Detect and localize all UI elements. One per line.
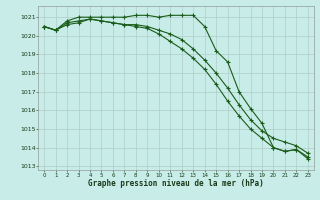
X-axis label: Graphe pression niveau de la mer (hPa): Graphe pression niveau de la mer (hPa)	[88, 179, 264, 188]
